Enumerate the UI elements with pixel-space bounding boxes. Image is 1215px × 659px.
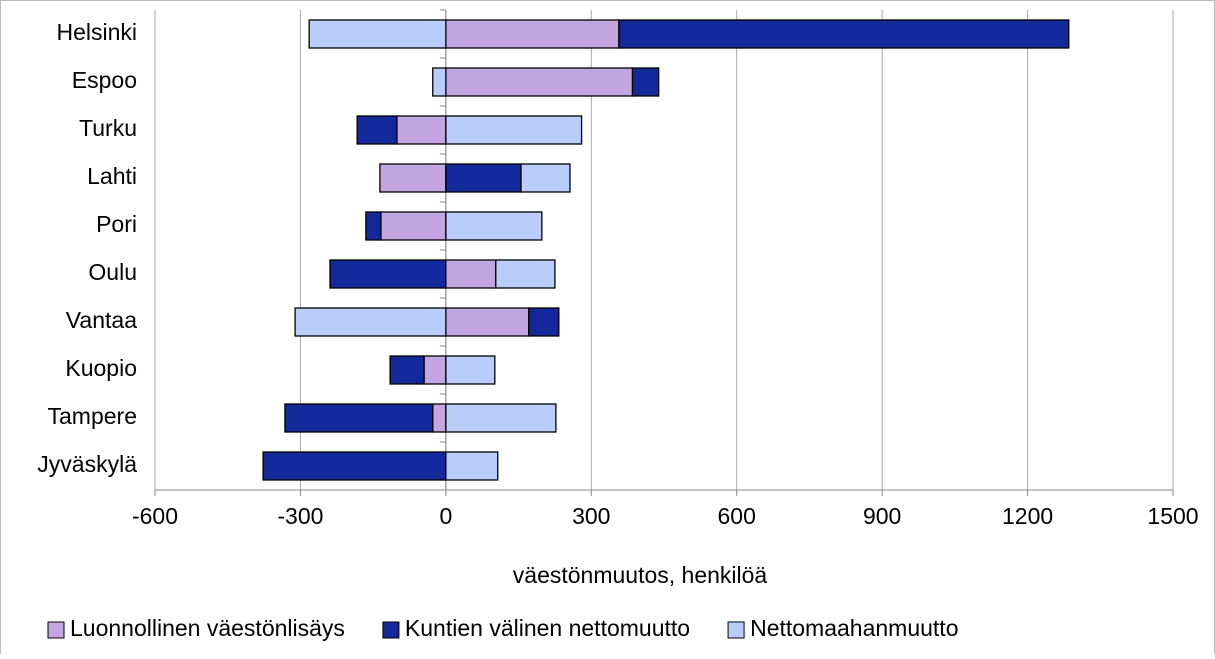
bar-segment xyxy=(445,355,496,385)
bar-segment xyxy=(445,451,499,481)
legend-label: Kuntien välinen nettomuutto xyxy=(405,615,690,641)
bar-segment xyxy=(396,115,447,145)
bar-segment xyxy=(262,451,447,481)
y-tick-label: Turku xyxy=(79,115,137,141)
y-tick-label: Oulu xyxy=(88,259,137,285)
legend-label: Nettomaahanmuutto xyxy=(750,615,958,641)
bar-segment xyxy=(631,67,660,97)
bar-segment xyxy=(445,67,634,97)
x-tick-label: -300 xyxy=(277,503,323,529)
bar-segment xyxy=(520,163,571,193)
bar-segment xyxy=(445,403,557,433)
bar-segment xyxy=(445,259,497,289)
bar-segment xyxy=(365,211,382,241)
bar-segment xyxy=(445,307,530,337)
bar-segment xyxy=(379,163,447,193)
bar-segment xyxy=(432,67,447,97)
y-tick-label: Tampere xyxy=(48,403,137,429)
y-tick-label: Kuopio xyxy=(65,355,137,381)
bar-segment xyxy=(445,19,620,49)
bar-segment xyxy=(284,403,434,433)
bar-segment xyxy=(528,307,560,337)
bar-segment xyxy=(423,355,447,385)
bar-segment xyxy=(445,115,583,145)
x-tick-label: 1200 xyxy=(1002,503,1053,529)
y-tick-label: Espoo xyxy=(72,67,137,93)
x-tick-label: 900 xyxy=(863,503,901,529)
legend-label: Luonnollinen väestönlisäys xyxy=(70,615,345,641)
bar-segment xyxy=(495,259,556,289)
bar-segment xyxy=(445,163,522,193)
bar-segment xyxy=(445,211,543,241)
bar-segment xyxy=(329,259,447,289)
y-tick-label: Helsinki xyxy=(56,19,137,45)
legend-swatch xyxy=(727,621,745,639)
y-tick-label: Pori xyxy=(96,211,137,237)
x-tick-label: -600 xyxy=(132,503,178,529)
bar-segment xyxy=(308,19,447,49)
bar-segment xyxy=(432,403,447,433)
y-tick-label: Vantaa xyxy=(66,307,137,333)
x-tick-label: 1500 xyxy=(1147,503,1198,529)
legend-swatch xyxy=(382,621,400,639)
bar-segment xyxy=(356,115,398,145)
bar-segment xyxy=(294,307,447,337)
legend-swatch xyxy=(47,621,65,639)
bar-segment xyxy=(618,19,1070,49)
x-tick-label: 0 xyxy=(439,503,452,529)
x-tick-label: 600 xyxy=(718,503,756,529)
x-tick-label: 300 xyxy=(572,503,610,529)
bar-segment xyxy=(380,211,447,241)
y-tick-label: Lahti xyxy=(87,163,137,189)
y-tick-label: Jyväskylä xyxy=(37,451,137,477)
x-axis-title: väestönmuutos, henkilöä xyxy=(513,562,768,588)
bar-segment xyxy=(389,355,425,385)
